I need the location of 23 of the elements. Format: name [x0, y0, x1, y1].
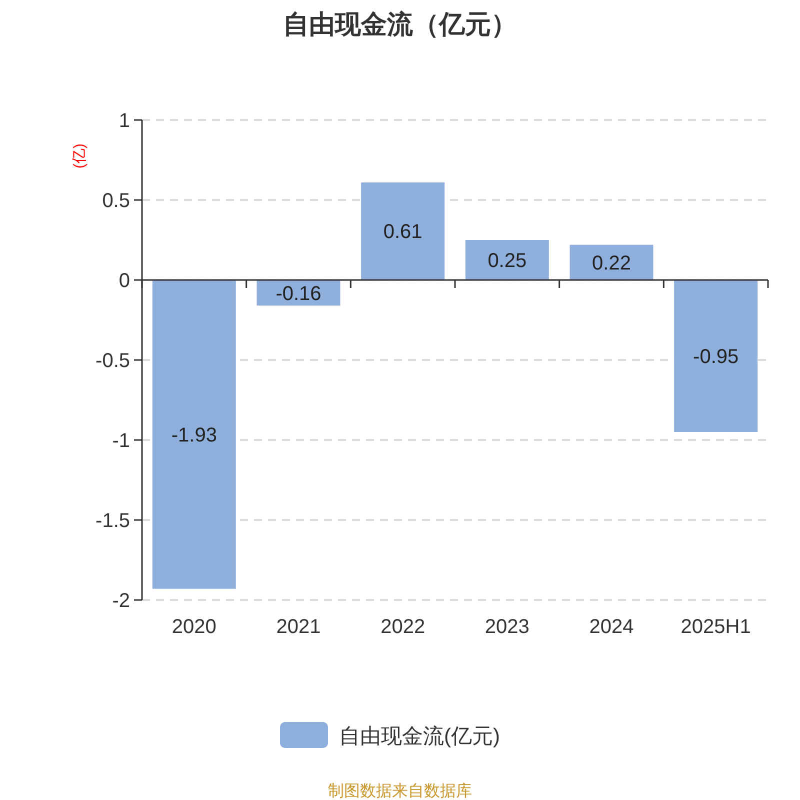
title: 自由现金流（亿元）	[283, 9, 517, 39]
ytick: 0.5	[102, 190, 130, 212]
annotation: 制图数据来自数据库	[328, 783, 472, 800]
xtick: 2021	[276, 616, 321, 638]
ytick: -1	[112, 430, 130, 452]
ytick: 0	[118, 270, 130, 292]
xtick: 2023	[484, 616, 530, 638]
ytick: -0.5	[96, 350, 130, 372]
ylabel: (亿)	[71, 144, 88, 168]
xtick: 2020	[172, 616, 216, 638]
data-label: -0.95	[693, 346, 739, 368]
ytick: 1	[118, 110, 130, 132]
legend-label: 自由现金流(亿元)	[339, 725, 500, 748]
xtick: 2025H1	[680, 616, 751, 638]
ytick: -1.5	[96, 510, 130, 532]
data-label: -0.16	[276, 282, 322, 305]
data-label: 0.61	[383, 221, 422, 244]
ytick: -2	[112, 590, 130, 612]
xtick: 2022	[380, 616, 426, 638]
data-label: 0.25	[488, 250, 527, 272]
data-label: -1.93	[171, 424, 217, 446]
xtick: 2024	[589, 616, 634, 638]
data-label: 0.22	[592, 252, 631, 274]
